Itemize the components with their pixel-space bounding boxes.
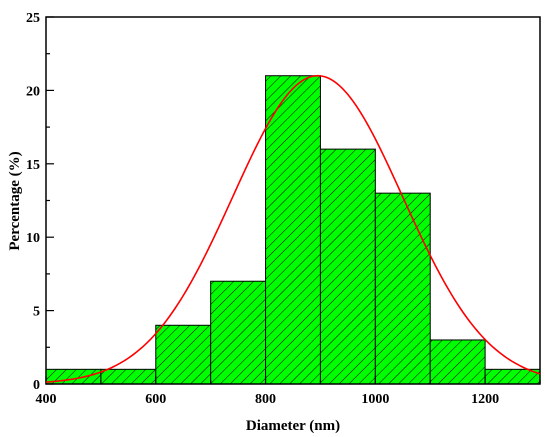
- x-axis-label: Diameter (nm): [246, 418, 340, 434]
- histogram-bar: [100, 368, 157, 385]
- histogram-bar: [210, 280, 267, 385]
- x-tick-label: 600: [145, 392, 166, 407]
- y-tick-labels: 0 5 10 15 20 25: [26, 11, 40, 393]
- x-tick-labels: 400 600 800 1000 1200: [36, 392, 500, 407]
- histogram-bar: [319, 148, 376, 385]
- y-tick-label: 25: [26, 11, 40, 26]
- histogram-bar: [155, 324, 212, 385]
- y-tick-label: 5: [33, 305, 40, 320]
- histogram-bars: [45, 75, 541, 385]
- axis-ticks: [45, 16, 541, 385]
- y-tick-label: 20: [26, 84, 40, 99]
- x-tick-label: 1000: [361, 392, 389, 407]
- y-tick-label: 15: [26, 158, 40, 173]
- x-tick-label: 1200: [471, 392, 499, 407]
- y-tick-label: 0: [33, 378, 40, 393]
- histogram-bar: [429, 339, 486, 385]
- x-tick-label: 400: [36, 392, 57, 407]
- histogram-bar: [265, 75, 321, 385]
- histogram-bar: [374, 192, 431, 385]
- x-tick-label: 800: [255, 392, 276, 407]
- y-tick-label: 10: [26, 231, 40, 246]
- gaussian-fit-curve: [45, 74, 541, 383]
- y-axis-label: Percentage (%): [7, 151, 23, 250]
